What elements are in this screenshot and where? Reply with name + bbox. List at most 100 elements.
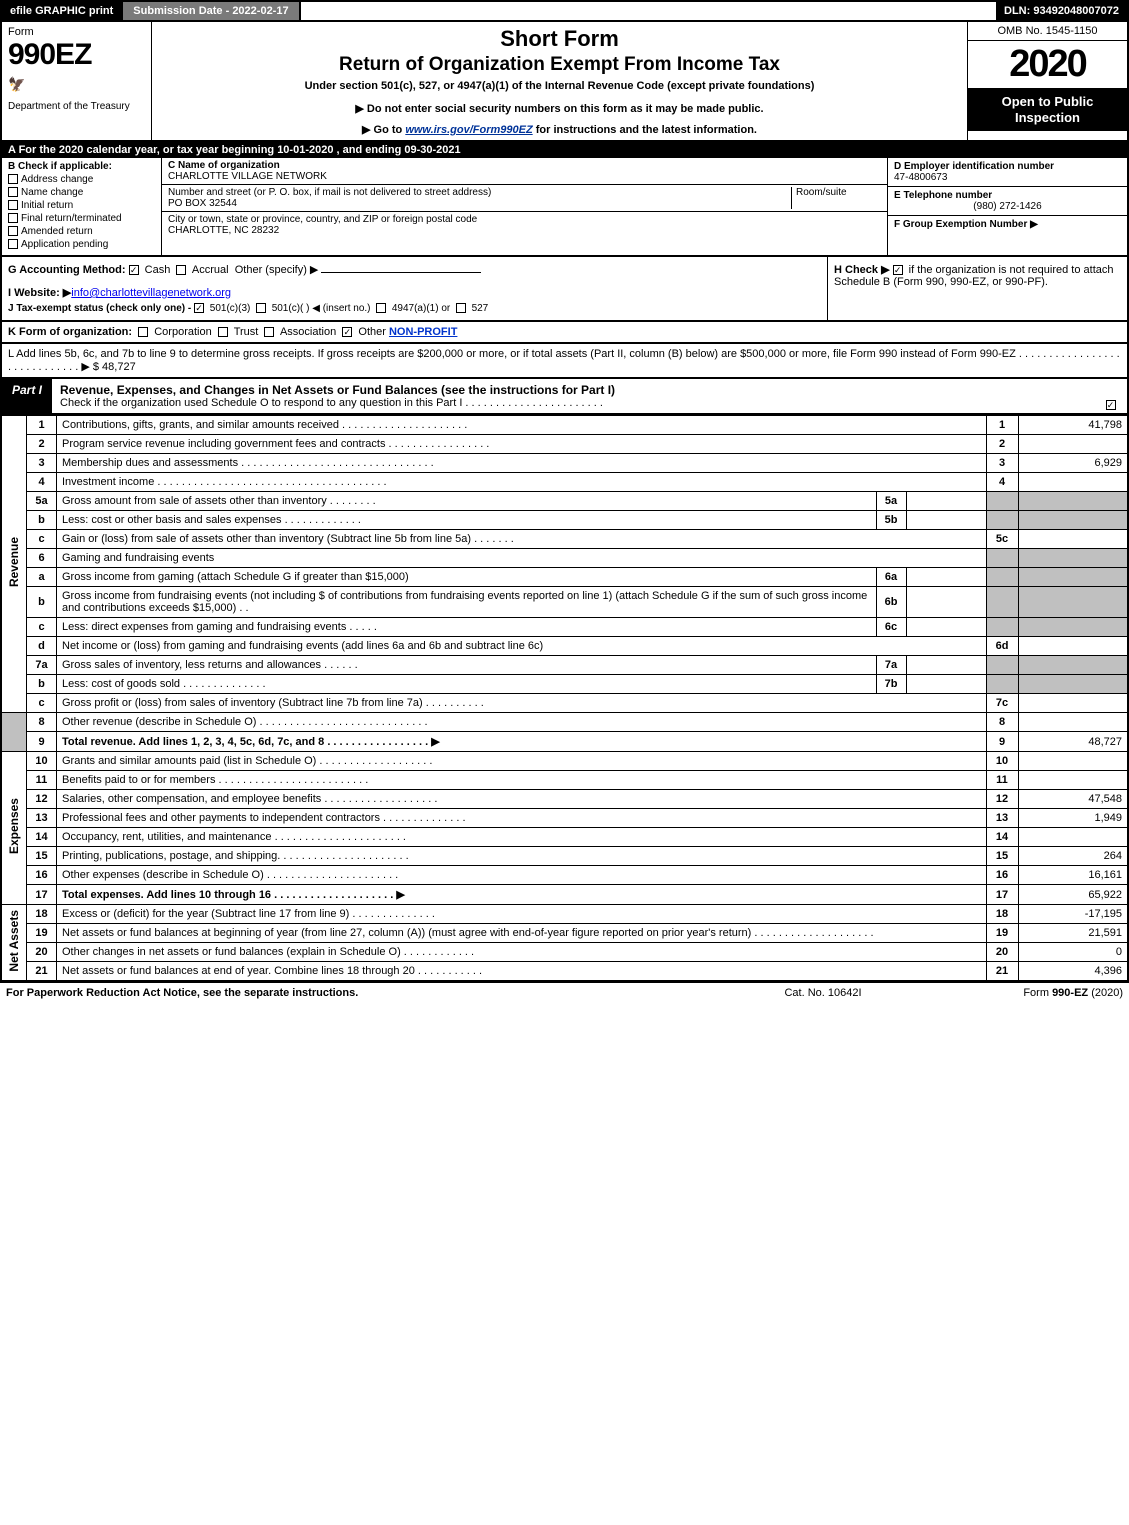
org-addr-row: Number and street (or P. O. box, if mail… (162, 185, 887, 212)
line-num: c (27, 618, 57, 637)
box-c: C Name of organization CHARLOTTE VILLAGE… (162, 158, 887, 255)
grey-cell (1018, 656, 1128, 675)
goto-line: ▶ Go to www.irs.gov/Form990EZ for instru… (162, 123, 957, 136)
line-num: 15 (27, 847, 57, 866)
line-amount: 6,929 (1018, 454, 1128, 473)
line-amount: -17,195 (1018, 905, 1128, 924)
line-num: c (27, 530, 57, 549)
line-num: 3 (27, 454, 57, 473)
line-num: 20 (27, 943, 57, 962)
ein-value: 47-4800673 (894, 172, 947, 183)
grey-cell (986, 675, 1018, 694)
line-desc: Grants and similar amounts paid (list in… (57, 752, 987, 771)
line-ref: 17 (986, 885, 1018, 905)
line-desc: Program service revenue including govern… (57, 435, 987, 454)
line-num: 4 (27, 473, 57, 492)
line-desc: Other changes in net assets or fund bala… (57, 943, 987, 962)
chk-address-change[interactable]: Address change (8, 174, 155, 185)
line-ref: 8 (986, 713, 1018, 732)
line-ref: 10 (986, 752, 1018, 771)
row-g: G Accounting Method: Cash Accrual Other … (2, 257, 827, 320)
dln: DLN: 93492048007072 (996, 2, 1127, 20)
line-desc: Other revenue (describe in Schedule O) .… (57, 713, 987, 732)
line-desc: Gross profit or (loss) from sales of inv… (57, 694, 987, 713)
part-1-sub: Check if the organization used Schedule … (60, 397, 1089, 409)
chk-4947[interactable] (376, 303, 386, 313)
chk-initial-return[interactable]: Initial return (8, 200, 155, 211)
line-desc: Gross sales of inventory, less returns a… (57, 656, 877, 675)
line-num: c (27, 694, 57, 713)
chk-501c[interactable] (256, 303, 266, 313)
label-j: J Tax-exempt status (check only one) - (8, 303, 194, 314)
line-desc: Membership dues and assessments . . . . … (57, 454, 987, 473)
line-num: 2 (27, 435, 57, 454)
line-desc: Net income or (loss) from gaming and fun… (57, 637, 987, 656)
omb-number: OMB No. 1545-1150 (968, 22, 1127, 41)
line-desc: Less: direct expenses from gaming and fu… (57, 618, 877, 637)
line-num: d (27, 637, 57, 656)
chk-cash[interactable] (129, 265, 139, 275)
header-left: Form 990EZ 🦅 Department of the Treasury (2, 22, 152, 140)
chk-other[interactable] (342, 327, 352, 337)
line-num: 16 (27, 866, 57, 885)
line-desc: Net assets or fund balances at end of ye… (57, 962, 987, 982)
row-h: H Check ▶ if the organization is not req… (827, 257, 1127, 320)
box-f: F Group Exemption Number ▶ (888, 216, 1127, 255)
line-num: 21 (27, 962, 57, 982)
grey-cell (986, 656, 1018, 675)
chk-application-pending[interactable]: Application pending (8, 239, 155, 250)
k-other-value[interactable]: NON-PROFIT (389, 326, 457, 338)
efile-print: efile GRAPHIC print (2, 2, 121, 20)
line-ref: 2 (986, 435, 1018, 454)
chk-corp[interactable] (138, 327, 148, 337)
grey-cell (986, 511, 1018, 530)
row-l: L Add lines 5b, 6c, and 7b to line 9 to … (0, 344, 1129, 379)
sub-line-val (906, 511, 986, 530)
row-a-tax-year: A For the 2020 calendar year, or tax yea… (0, 142, 1129, 158)
department: Department of the Treasury (8, 101, 145, 112)
line-desc: Excess or (deficit) for the year (Subtra… (57, 905, 987, 924)
chk-trust[interactable] (218, 327, 228, 337)
footer-catno: Cat. No. 10642I (723, 987, 923, 999)
line-ref: 19 (986, 924, 1018, 943)
chk-h[interactable] (893, 265, 903, 275)
line-amount: 264 (1018, 847, 1128, 866)
line-ref: 13 (986, 809, 1018, 828)
line-amount: 41,798 (1018, 416, 1128, 435)
grey-cell (1018, 492, 1128, 511)
header-sub: Under section 501(c), 527, or 4947(a)(1)… (162, 80, 957, 92)
line-num: b (27, 675, 57, 694)
goto-prefix: ▶ Go to (362, 124, 405, 136)
line-desc: Total revenue. Add lines 1, 2, 3, 4, 5c,… (57, 732, 987, 752)
website-link[interactable]: info@charlottevillagenetwork.org (71, 287, 231, 299)
line-desc: Total expenses. Add lines 10 through 16 … (57, 885, 987, 905)
org-name-row: C Name of organization CHARLOTTE VILLAGE… (162, 158, 887, 185)
room-suite-label: Room/suite (796, 187, 881, 198)
chk-name-change[interactable]: Name change (8, 187, 155, 198)
chk-501c3[interactable] (194, 303, 204, 313)
line-amount: 1,949 (1018, 809, 1128, 828)
chk-amended-return[interactable]: Amended return (8, 226, 155, 237)
org-city-row: City or town, state or province, country… (162, 212, 887, 255)
line-ref: 16 (986, 866, 1018, 885)
header-center: Short Form Return of Organization Exempt… (152, 22, 967, 140)
line-desc: Professional fees and other payments to … (57, 809, 987, 828)
chk-527[interactable] (456, 303, 466, 313)
box-b: B Check if applicable: Address change Na… (2, 158, 162, 255)
topbar-spacer (301, 2, 996, 20)
chk-schedule-o[interactable] (1106, 400, 1116, 410)
row-l-value: 48,727 (102, 361, 136, 373)
line-desc: Gross amount from sale of assets other t… (57, 492, 877, 511)
label-c-addr: Number and street (or P. O. box, if mail… (168, 187, 787, 198)
chk-accrual[interactable] (176, 265, 186, 275)
line-ref: 11 (986, 771, 1018, 790)
line-num: 1 (27, 416, 57, 435)
chk-final-return[interactable]: Final return/terminated (8, 213, 155, 224)
line-desc: Net assets or fund balances at beginning… (57, 924, 987, 943)
irs-link[interactable]: www.irs.gov/Form990EZ (405, 124, 532, 136)
label-c-city: City or town, state or province, country… (168, 214, 477, 225)
chk-assoc[interactable] (264, 327, 274, 337)
label-d: D Employer identification number (894, 161, 1054, 172)
line-amount (1018, 752, 1128, 771)
footer-form: Form 990-EZ (2020) (923, 987, 1123, 999)
